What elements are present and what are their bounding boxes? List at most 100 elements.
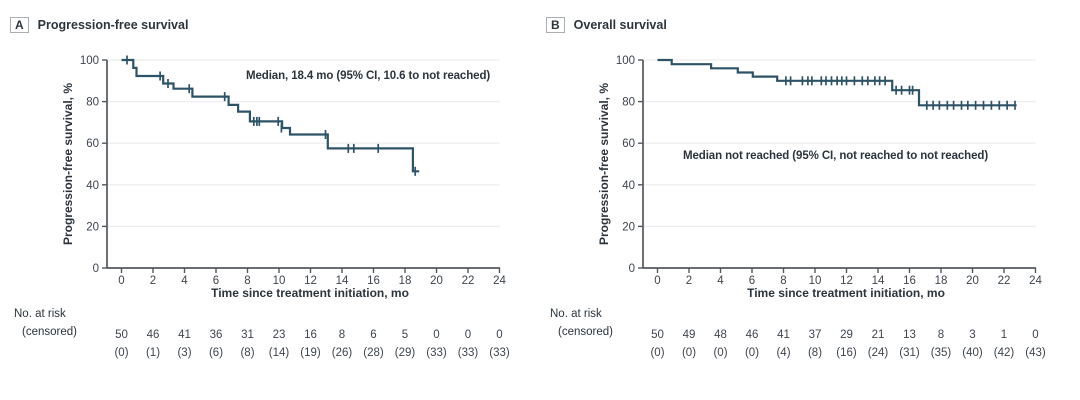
panel-b-header: B Overall survival <box>546 17 667 33</box>
censored-count: (4) <box>776 347 790 359</box>
y-tick-label: 20 <box>86 221 99 233</box>
risk-count: 13 <box>903 329 916 341</box>
km-curve <box>121 58 420 173</box>
panel-title: Overall survival <box>573 18 667 32</box>
risk-table-subheader: (censored) <box>558 326 613 338</box>
censored-count: (0) <box>114 347 128 359</box>
x-tick-label: 24 <box>1029 275 1042 287</box>
censored-count: (1) <box>146 347 160 359</box>
risk-count: 1 <box>1001 329 1007 341</box>
risk-count: 29 <box>840 329 853 341</box>
censored-count: (40) <box>962 347 983 359</box>
risk-count: 21 <box>872 329 885 341</box>
risk-count: 0 <box>433 329 439 341</box>
risk-count: 37 <box>809 329 822 341</box>
panel-letter-badge: B <box>546 17 565 33</box>
censored-count: (24) <box>868 347 889 359</box>
y-tick-label: 100 <box>80 55 99 67</box>
y-tick-label: 80 <box>622 97 635 109</box>
censored-count: (29) <box>395 347 416 359</box>
panel-letter-badge: A <box>10 17 29 33</box>
y-tick-label: 60 <box>86 138 99 150</box>
x-tick-label: 6 <box>213 275 219 287</box>
risk-count: 48 <box>714 329 727 341</box>
x-tick-label: 8 <box>780 275 786 287</box>
x-axis-label: Time since treatment initiation, mo <box>747 286 945 300</box>
y-tick-label: 40 <box>622 180 635 192</box>
panel-progression-free-survival: A Progression-free survival 0 20 40 60 80 100… <box>10 17 510 359</box>
x-tick-label: 10 <box>809 275 822 287</box>
risk-count: 41 <box>178 329 191 341</box>
risk-count: 50 <box>651 329 664 341</box>
x-tick-label: 2 <box>150 275 156 287</box>
x-tick-label: 6 <box>749 275 755 287</box>
censored-count: (8) <box>240 347 254 359</box>
x-tick-label: 22 <box>998 275 1011 287</box>
risk-count: 41 <box>777 329 790 341</box>
y-axis-label: Progression-free survival, % <box>61 82 75 246</box>
censored-count: (35) <box>931 347 952 359</box>
risk-count: 8 <box>339 329 345 341</box>
censored-count: (0) <box>650 347 664 359</box>
x-tick-label: 14 <box>872 275 885 287</box>
censored-count: (14) <box>269 347 290 359</box>
risk-table-header: No. at risk <box>550 308 602 320</box>
x-tick-label: 18 <box>399 275 412 287</box>
x-axis-label: Time since treatment initiation, mo <box>211 286 409 300</box>
panel-a-header: A Progression-free survival <box>10 17 188 33</box>
x-tick-label: 14 <box>336 275 349 287</box>
risk-count: 8 <box>938 329 944 341</box>
x-tick-label: 18 <box>935 275 948 287</box>
x-tick-label: 4 <box>717 275 724 287</box>
y-tick-label: 80 <box>86 97 99 109</box>
risk-count: 31 <box>241 329 254 341</box>
risk-count: 16 <box>304 329 317 341</box>
censored-count: (42) <box>994 347 1015 359</box>
survival-plot-a: 020406080100050(0)246(1)441(3)636(6)831(… <box>80 55 510 359</box>
risk-count: 50 <box>115 329 128 341</box>
censored-count: (0) <box>745 347 759 359</box>
censored-count: (33) <box>489 347 510 359</box>
y-axis-label: Progression-free survival, % <box>597 82 611 246</box>
x-tick-label: 16 <box>367 275 380 287</box>
x-tick-label: 4 <box>181 275 188 287</box>
risk-count: 46 <box>147 329 160 341</box>
censored-count: (0) <box>713 347 727 359</box>
y-tick-label: 0 <box>629 263 635 275</box>
censored-count: (33) <box>458 347 479 359</box>
x-tick-label: 10 <box>273 275 286 287</box>
risk-table-header: No. at risk <box>14 308 66 320</box>
risk-count: 46 <box>746 329 759 341</box>
censored-count: (0) <box>682 347 696 359</box>
risk-table-subheader: (censored) <box>22 326 77 338</box>
risk-count: 0 <box>496 329 502 341</box>
x-tick-label: 2 <box>686 275 692 287</box>
panel-overall-survival: B Overall survival 0 20 40 60 80 100 0 50 (0) 2 49… <box>536 0 1076 400</box>
censored-count: (43) <box>1025 347 1046 359</box>
risk-count: 3 <box>969 329 975 341</box>
censored-count: (26) <box>332 347 353 359</box>
x-tick-label: 24 <box>493 275 506 287</box>
risk-count: 49 <box>683 329 696 341</box>
censored-count: (28) <box>363 347 384 359</box>
x-tick-label: 0 <box>654 275 660 287</box>
censored-count: (8) <box>808 347 822 359</box>
risk-count: 36 <box>210 329 223 341</box>
y-tick-label: 20 <box>622 221 635 233</box>
censored-count: (31) <box>899 347 920 359</box>
censored-count: (6) <box>209 347 223 359</box>
censored-count: (16) <box>836 347 857 359</box>
x-tick-label: 8 <box>244 275 250 287</box>
x-tick-label: 12 <box>304 275 317 287</box>
median-annotation: Median, 18.4 mo (95% CI, 10.6 to not rea… <box>246 70 491 82</box>
x-tick-label: 0 <box>118 275 124 287</box>
y-tick-label: 0 <box>93 263 99 275</box>
risk-count: 0 <box>465 329 471 341</box>
y-tick-label: 40 <box>86 180 99 192</box>
risk-count: 5 <box>402 329 408 341</box>
y-tick-label: 100 <box>616 55 635 67</box>
risk-count: 6 <box>370 329 376 341</box>
x-tick-label: 16 <box>903 275 916 287</box>
km-curve <box>657 58 1017 107</box>
